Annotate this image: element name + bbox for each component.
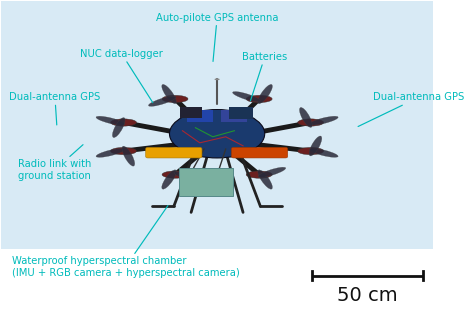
FancyBboxPatch shape [0,1,434,249]
Ellipse shape [96,116,125,125]
Bar [187,110,213,122]
Ellipse shape [122,146,135,166]
Ellipse shape [174,172,201,182]
FancyBboxPatch shape [180,168,233,196]
Ellipse shape [110,147,137,155]
Bar [221,110,247,122]
FancyBboxPatch shape [231,147,288,158]
Text: Waterproof hyperspectral chamber
(IMU + RGB camera + hyperspectral camera): Waterproof hyperspectral chamber (IMU + … [11,205,239,278]
Text: Auto-pilote GPS antenna: Auto-pilote GPS antenna [156,13,278,61]
Ellipse shape [309,136,322,156]
Ellipse shape [215,78,219,80]
Ellipse shape [162,84,176,104]
Ellipse shape [112,118,125,138]
Bar [180,107,202,118]
Ellipse shape [162,95,188,103]
Ellipse shape [246,171,272,178]
Ellipse shape [310,148,338,157]
Ellipse shape [233,91,260,102]
Text: Dual-antenna GPS: Dual-antenna GPS [9,92,100,125]
FancyBboxPatch shape [146,147,202,158]
Ellipse shape [258,167,286,177]
Text: NUC data-logger: NUC data-logger [81,49,164,103]
Ellipse shape [300,108,312,127]
Ellipse shape [170,110,264,158]
Ellipse shape [258,84,273,104]
Ellipse shape [96,148,125,157]
Bar [195,110,239,128]
Ellipse shape [298,119,324,126]
Text: 50 cm: 50 cm [337,286,398,305]
Ellipse shape [162,170,176,189]
Ellipse shape [298,147,324,155]
Text: Batteries: Batteries [242,52,287,101]
Ellipse shape [162,171,188,178]
Ellipse shape [258,170,273,189]
Bar [229,107,253,119]
Ellipse shape [148,96,176,106]
Ellipse shape [110,119,137,126]
Ellipse shape [246,95,272,103]
Ellipse shape [310,116,338,125]
Text: Dual-antenna GPS: Dual-antenna GPS [358,92,464,126]
Text: Radio link with
ground station: Radio link with ground station [18,145,91,181]
